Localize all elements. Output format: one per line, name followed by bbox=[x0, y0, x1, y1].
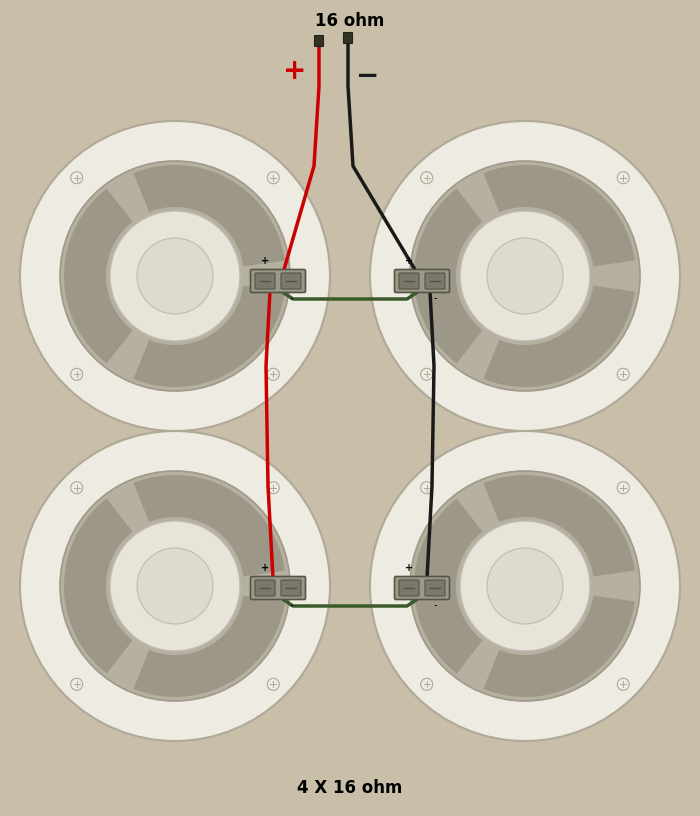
Circle shape bbox=[370, 121, 680, 431]
Circle shape bbox=[71, 171, 83, 184]
Text: -: - bbox=[289, 600, 293, 610]
FancyBboxPatch shape bbox=[425, 580, 445, 596]
Circle shape bbox=[487, 548, 563, 624]
Circle shape bbox=[71, 481, 83, 494]
Circle shape bbox=[421, 481, 433, 494]
FancyBboxPatch shape bbox=[255, 580, 275, 596]
Text: +: + bbox=[284, 57, 307, 85]
Circle shape bbox=[370, 431, 680, 741]
Circle shape bbox=[617, 171, 629, 184]
Circle shape bbox=[460, 521, 590, 651]
Polygon shape bbox=[64, 499, 132, 673]
Text: +: + bbox=[261, 256, 269, 266]
FancyBboxPatch shape bbox=[255, 273, 275, 289]
Text: -: - bbox=[289, 293, 293, 303]
Polygon shape bbox=[414, 499, 482, 673]
Text: 16 ohm: 16 ohm bbox=[315, 12, 385, 30]
Text: -: - bbox=[433, 293, 437, 303]
FancyBboxPatch shape bbox=[425, 273, 445, 289]
Circle shape bbox=[617, 481, 629, 494]
Circle shape bbox=[60, 161, 290, 391]
Circle shape bbox=[267, 481, 279, 494]
FancyBboxPatch shape bbox=[395, 576, 449, 600]
Circle shape bbox=[617, 678, 629, 690]
Polygon shape bbox=[484, 475, 635, 576]
Polygon shape bbox=[134, 286, 285, 387]
Circle shape bbox=[60, 471, 290, 701]
Text: 4 X 16 ohm: 4 X 16 ohm bbox=[298, 779, 402, 797]
Circle shape bbox=[20, 431, 330, 741]
FancyBboxPatch shape bbox=[251, 269, 305, 292]
FancyBboxPatch shape bbox=[399, 273, 419, 289]
Text: +: + bbox=[405, 256, 413, 266]
Polygon shape bbox=[134, 596, 285, 697]
Polygon shape bbox=[134, 475, 285, 576]
Circle shape bbox=[421, 678, 433, 690]
Circle shape bbox=[110, 521, 240, 651]
Polygon shape bbox=[64, 188, 132, 363]
Circle shape bbox=[410, 471, 640, 701]
Circle shape bbox=[71, 368, 83, 380]
FancyBboxPatch shape bbox=[314, 36, 323, 47]
Polygon shape bbox=[134, 165, 285, 266]
Polygon shape bbox=[484, 165, 635, 266]
Polygon shape bbox=[484, 286, 635, 387]
FancyBboxPatch shape bbox=[399, 580, 419, 596]
FancyBboxPatch shape bbox=[281, 273, 301, 289]
Circle shape bbox=[267, 171, 279, 184]
Circle shape bbox=[20, 121, 330, 431]
FancyBboxPatch shape bbox=[344, 33, 353, 43]
FancyBboxPatch shape bbox=[251, 576, 305, 600]
Circle shape bbox=[460, 211, 590, 341]
Text: +: + bbox=[405, 563, 413, 573]
Circle shape bbox=[421, 368, 433, 380]
FancyBboxPatch shape bbox=[281, 580, 301, 596]
Circle shape bbox=[410, 161, 640, 391]
Circle shape bbox=[110, 211, 240, 341]
Circle shape bbox=[267, 678, 279, 690]
Circle shape bbox=[137, 548, 213, 624]
Circle shape bbox=[421, 171, 433, 184]
Text: -: - bbox=[433, 600, 437, 610]
Circle shape bbox=[71, 678, 83, 690]
Circle shape bbox=[617, 368, 629, 380]
Circle shape bbox=[487, 238, 563, 314]
Polygon shape bbox=[484, 596, 635, 697]
Text: +: + bbox=[261, 563, 269, 573]
Circle shape bbox=[267, 368, 279, 380]
Circle shape bbox=[137, 238, 213, 314]
Polygon shape bbox=[414, 188, 482, 363]
Text: −: − bbox=[356, 62, 379, 90]
FancyBboxPatch shape bbox=[395, 269, 449, 292]
